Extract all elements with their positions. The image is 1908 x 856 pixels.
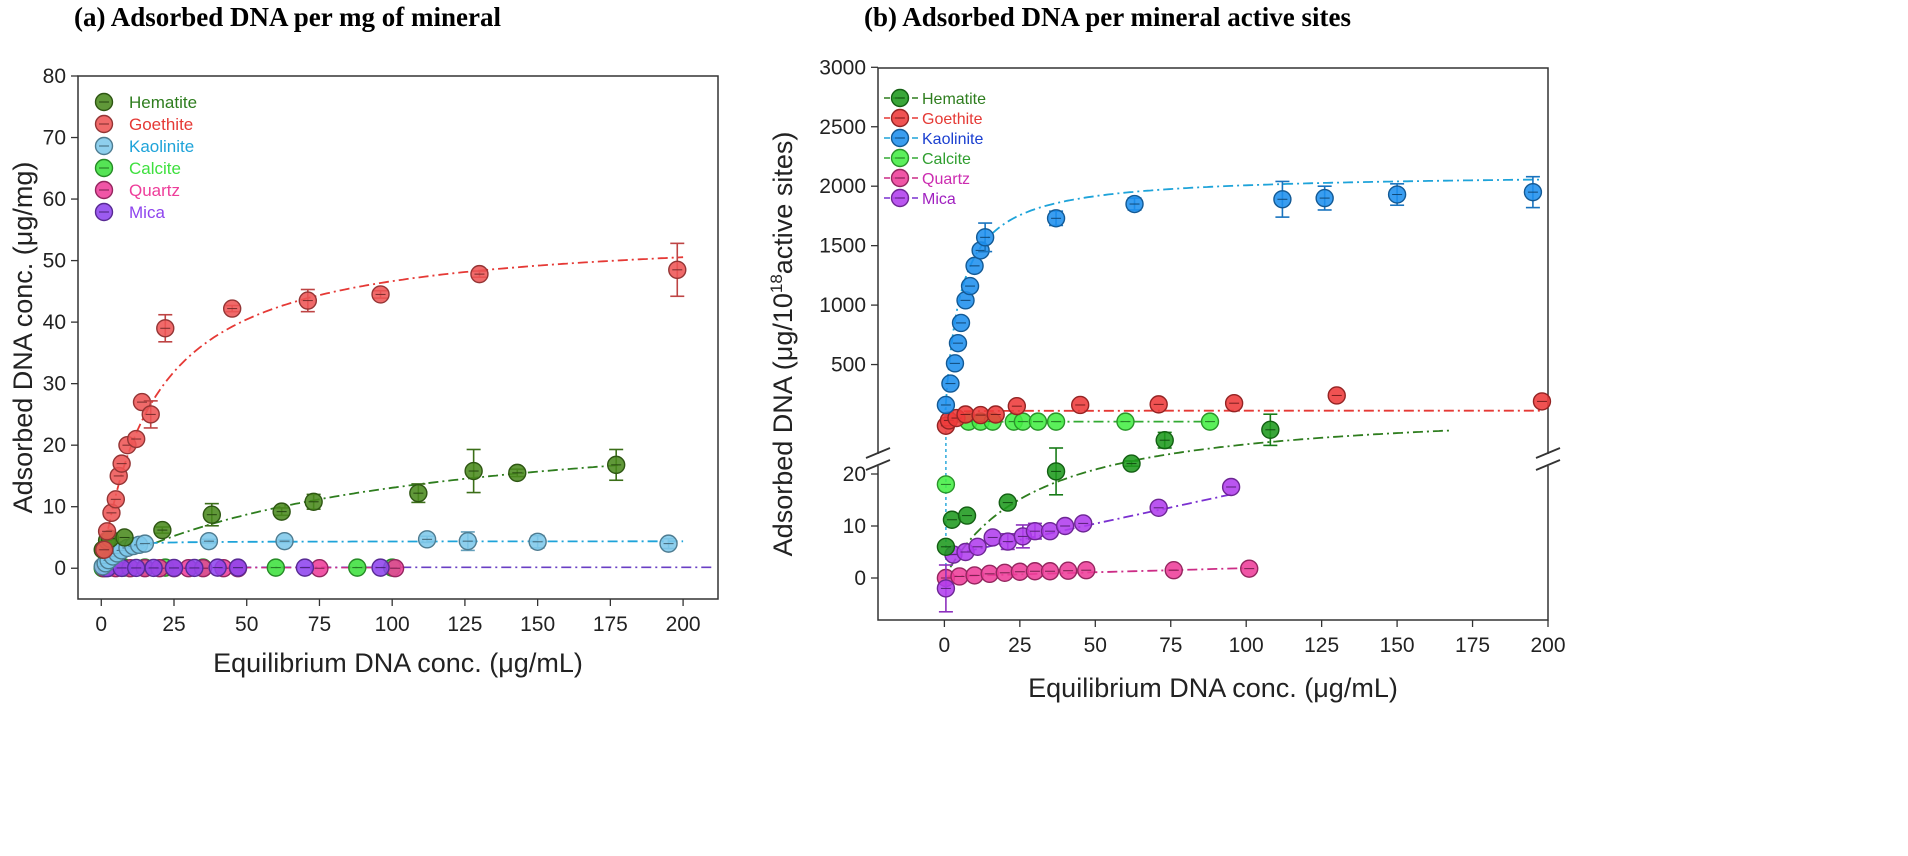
panel-b-legend-label-calcite: Calcite xyxy=(922,151,971,168)
panel-b-frame-lower xyxy=(877,466,1549,621)
panel-a-fit-kaolinite xyxy=(100,540,684,569)
panel-a-y-tick-label: 40 xyxy=(43,311,66,334)
panel-b-x-tick-label: 25 xyxy=(1008,634,1031,657)
panel-a-x-tick-label: 125 xyxy=(447,613,482,636)
panel-b-fit-goethite xyxy=(944,409,1542,418)
panel-a-legend-label-mica: Mica xyxy=(129,203,165,222)
panel-b-y-tick-label: 10 xyxy=(843,515,866,538)
panel-b-legend-label-kaolinite: Kaolinite xyxy=(922,131,983,148)
panel-a-x-tick-label: 75 xyxy=(308,613,331,636)
panel-b-legend-label-mica: Mica xyxy=(922,191,956,208)
panel-b-x-axis-label: Equilibrium DNA conc. (μg/mL) xyxy=(1028,673,1398,703)
panel-a-x-tick-label: 175 xyxy=(593,613,628,636)
panel-a-y-tick-label: 30 xyxy=(43,373,66,396)
panel-a-y-tick-label: 70 xyxy=(43,127,66,150)
panel-b-y-axis-label: Adsorbed DNA (μg/1018active sites) xyxy=(767,132,798,557)
panel-a-y-tick-label: 0 xyxy=(54,557,66,580)
panel-b-y-tick-label: 500 xyxy=(831,354,866,377)
panel-a-legend-label-goethite: Goethite xyxy=(129,115,193,134)
panel-b-axis-break-mark xyxy=(1535,459,1561,471)
panel-b-frame-upper xyxy=(877,67,1549,454)
panel-b-legend-label-goethite: Goethite xyxy=(922,111,983,128)
panel-b-y-tick-label: 3000 xyxy=(819,56,866,79)
panel-a-y-tick-label: 80 xyxy=(43,65,66,88)
panel-a-x-tick-label: 50 xyxy=(235,613,258,636)
panel-b-x-tick-label: 0 xyxy=(939,634,951,657)
panel-b-y-tick-label: 2000 xyxy=(819,175,866,198)
panel-a-y-tick-label: 60 xyxy=(43,188,66,211)
panel-b-x-tick-label: 150 xyxy=(1380,634,1415,657)
panel-a-title: (a) Adsorbed DNA per mg of mineral xyxy=(74,2,501,32)
panel-b-y-tick-label: 1500 xyxy=(819,235,866,258)
panel-a-x-axis-label: Equilibrium DNA conc. (μg/mL) xyxy=(213,648,583,678)
panel-a-y-tick-label: 10 xyxy=(43,496,66,519)
panel-b-axis-break-mark xyxy=(865,459,891,471)
panel-b-x-tick-label: 75 xyxy=(1159,634,1182,657)
panel-b-x-tick-label: 175 xyxy=(1455,634,1490,657)
panel-b-fit-hematite xyxy=(949,429,1452,568)
panel-a-x-tick-label: 200 xyxy=(666,613,701,636)
panel-b-x-tick-label: 200 xyxy=(1530,634,1565,657)
panel-a-frame xyxy=(77,75,719,600)
panel-a-y-tick-label: 50 xyxy=(43,250,66,273)
panel-b-x-tick-label: 100 xyxy=(1229,634,1264,657)
panel-a-x-tick-label: 0 xyxy=(95,613,107,636)
panel-b-y-tick-label: 20 xyxy=(843,463,866,486)
panel-b-y-tick-label: 2500 xyxy=(819,116,866,139)
panel-a-legend-label-hematite: Hematite xyxy=(129,93,197,112)
panel-a-fit-hematite xyxy=(100,464,620,569)
panel-b-legend-label-hematite: Hematite xyxy=(922,91,986,108)
panel-b-x-tick-label: 50 xyxy=(1084,634,1107,657)
panel-a-y-tick-label: 20 xyxy=(43,434,66,457)
panel-b-x-tick-label: 125 xyxy=(1304,634,1339,657)
panel-a-fit-goethite xyxy=(100,256,684,569)
panel-a-legend-label-calcite: Calcite xyxy=(129,159,181,178)
panel-a-y-axis-label: Adsorbed DNA conc. (μg/mg) xyxy=(8,162,38,514)
panel-b-y-tick-label: 1000 xyxy=(819,294,866,317)
panel-b-y-tick-label: 0 xyxy=(854,567,866,590)
panel-a-legend-label-quartz: Quartz xyxy=(129,181,180,200)
panel-a: (a) Adsorbed DNA per mg of mineral 0 25 50 7… xyxy=(8,2,719,678)
panel-b-fit-kaolinite xyxy=(943,178,1543,425)
panel-a-x-tick-label: 100 xyxy=(375,613,410,636)
panel-a-legend-label-kaolinite: Kaolinite xyxy=(129,137,194,156)
panel-b: (b) Adsorbed DNA per mineral active site… xyxy=(767,2,1566,703)
panel-b-title: (b) Adsorbed DNA per mineral active site… xyxy=(864,2,1351,32)
panel-a-x-tick-label: 25 xyxy=(162,613,185,636)
panel-b-axis-break-mark xyxy=(865,447,891,459)
panel-b-legend-label-quartz: Quartz xyxy=(922,171,970,188)
panel-b-axis-break-mark xyxy=(1535,447,1561,459)
panel-a-x-tick-label: 150 xyxy=(520,613,555,636)
